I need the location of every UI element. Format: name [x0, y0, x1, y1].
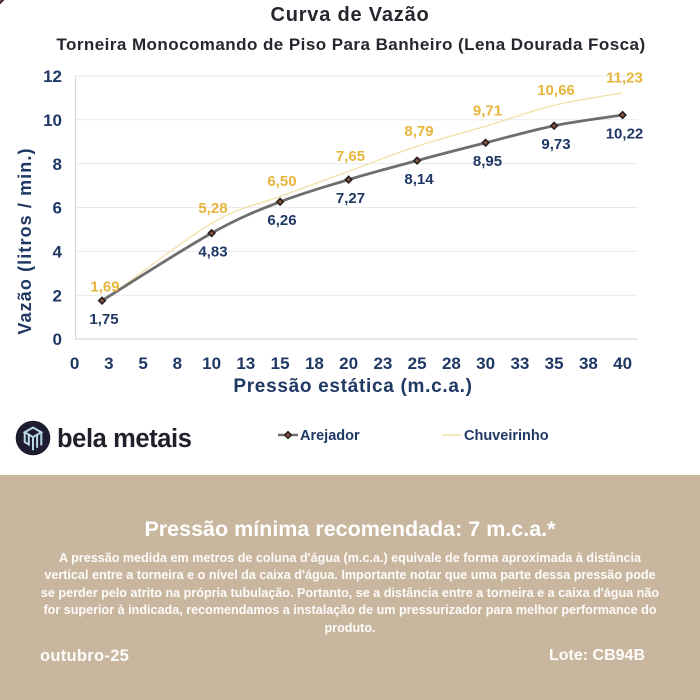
svg-text:9,73: 9,73	[541, 136, 570, 153]
svg-text:8,14: 8,14	[404, 171, 434, 188]
svg-text:Arejador: Arejador	[300, 428, 360, 444]
svg-text:28: 28	[442, 354, 461, 373]
svg-text:Pressão estática (m.c.a.): Pressão estática (m.c.a.)	[233, 376, 472, 397]
svg-text:6,26: 6,26	[267, 212, 296, 229]
svg-text:9,71: 9,71	[473, 103, 502, 120]
svg-text:7,65: 7,65	[336, 148, 365, 165]
svg-text:11,23: 11,23	[606, 69, 643, 86]
svg-text:8: 8	[53, 155, 62, 174]
svg-text:10: 10	[202, 354, 221, 373]
svg-text:12: 12	[43, 67, 62, 86]
svg-text:5: 5	[138, 354, 147, 373]
svg-text:40: 40	[613, 354, 632, 373]
svg-text:6: 6	[53, 199, 62, 218]
svg-text:20: 20	[339, 354, 358, 373]
svg-text:Chuveirinho: Chuveirinho	[464, 428, 549, 444]
svg-text:33: 33	[510, 354, 529, 373]
svg-text:0: 0	[70, 354, 79, 373]
svg-text:15: 15	[271, 354, 290, 373]
svg-text:8,95: 8,95	[473, 153, 502, 170]
svg-text:2: 2	[53, 286, 62, 305]
svg-text:1,75: 1,75	[89, 311, 118, 328]
svg-text:Vazão (litros / min.): Vazão (litros / min.)	[15, 147, 35, 334]
svg-text:6,50: 6,50	[267, 173, 296, 190]
svg-text:8: 8	[173, 354, 182, 373]
svg-text:10,66: 10,66	[537, 82, 575, 99]
svg-text:Torneira Monocomando de Piso P: Torneira Monocomando de Piso Para Banhei…	[56, 35, 645, 54]
svg-text:38: 38	[579, 354, 598, 373]
svg-text:4: 4	[53, 243, 63, 262]
svg-text:35: 35	[545, 354, 564, 373]
svg-text:23: 23	[373, 354, 392, 373]
svg-text:8,79: 8,79	[404, 123, 433, 140]
svg-text:0: 0	[53, 330, 62, 349]
svg-text:5,28: 5,28	[198, 200, 227, 217]
svg-text:4,83: 4,83	[198, 244, 227, 261]
svg-text:18: 18	[305, 354, 324, 373]
svg-text:3: 3	[104, 354, 113, 373]
svg-text:25: 25	[408, 354, 427, 373]
svg-text:bela metais: bela metais	[57, 425, 192, 453]
svg-text:10: 10	[43, 111, 62, 130]
svg-text:10,22: 10,22	[606, 125, 644, 142]
svg-text:Curva de Vazão: Curva de Vazão	[270, 4, 429, 26]
svg-text:7,27: 7,27	[336, 190, 365, 207]
svg-text:1,69: 1,69	[90, 279, 119, 296]
svg-text:30: 30	[476, 354, 495, 373]
svg-text:13: 13	[236, 354, 255, 373]
